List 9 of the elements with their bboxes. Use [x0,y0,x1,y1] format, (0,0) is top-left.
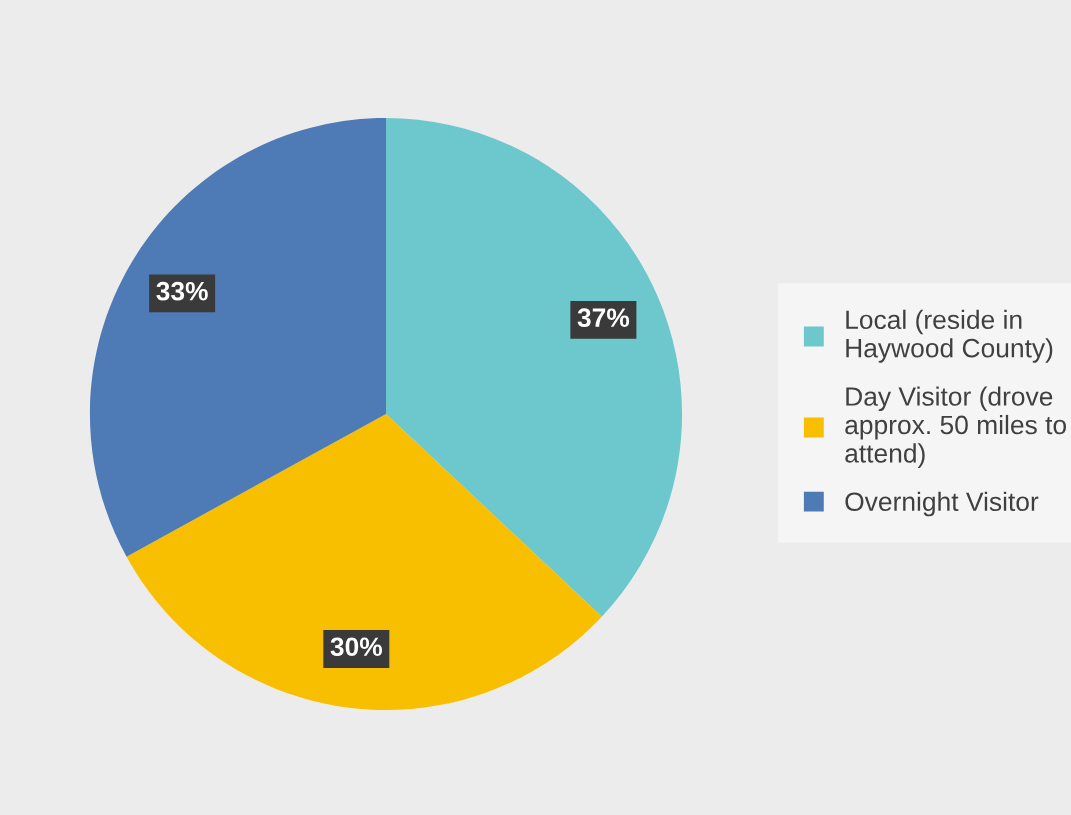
legend-label: Local (reside in Haywood County) [846,309,1053,363]
data-label: 33% [156,281,208,301]
pie-slice [386,117,683,617]
pie-slice [126,414,602,711]
legend-label: Day Visitor (drove approx. 50 miles to attend) [845,386,1067,468]
data-label: 30% [330,637,383,657]
legend-label: Overnight Visitor [845,491,1039,517]
pie-slice [89,117,386,557]
data-label: 37% [577,308,630,328]
